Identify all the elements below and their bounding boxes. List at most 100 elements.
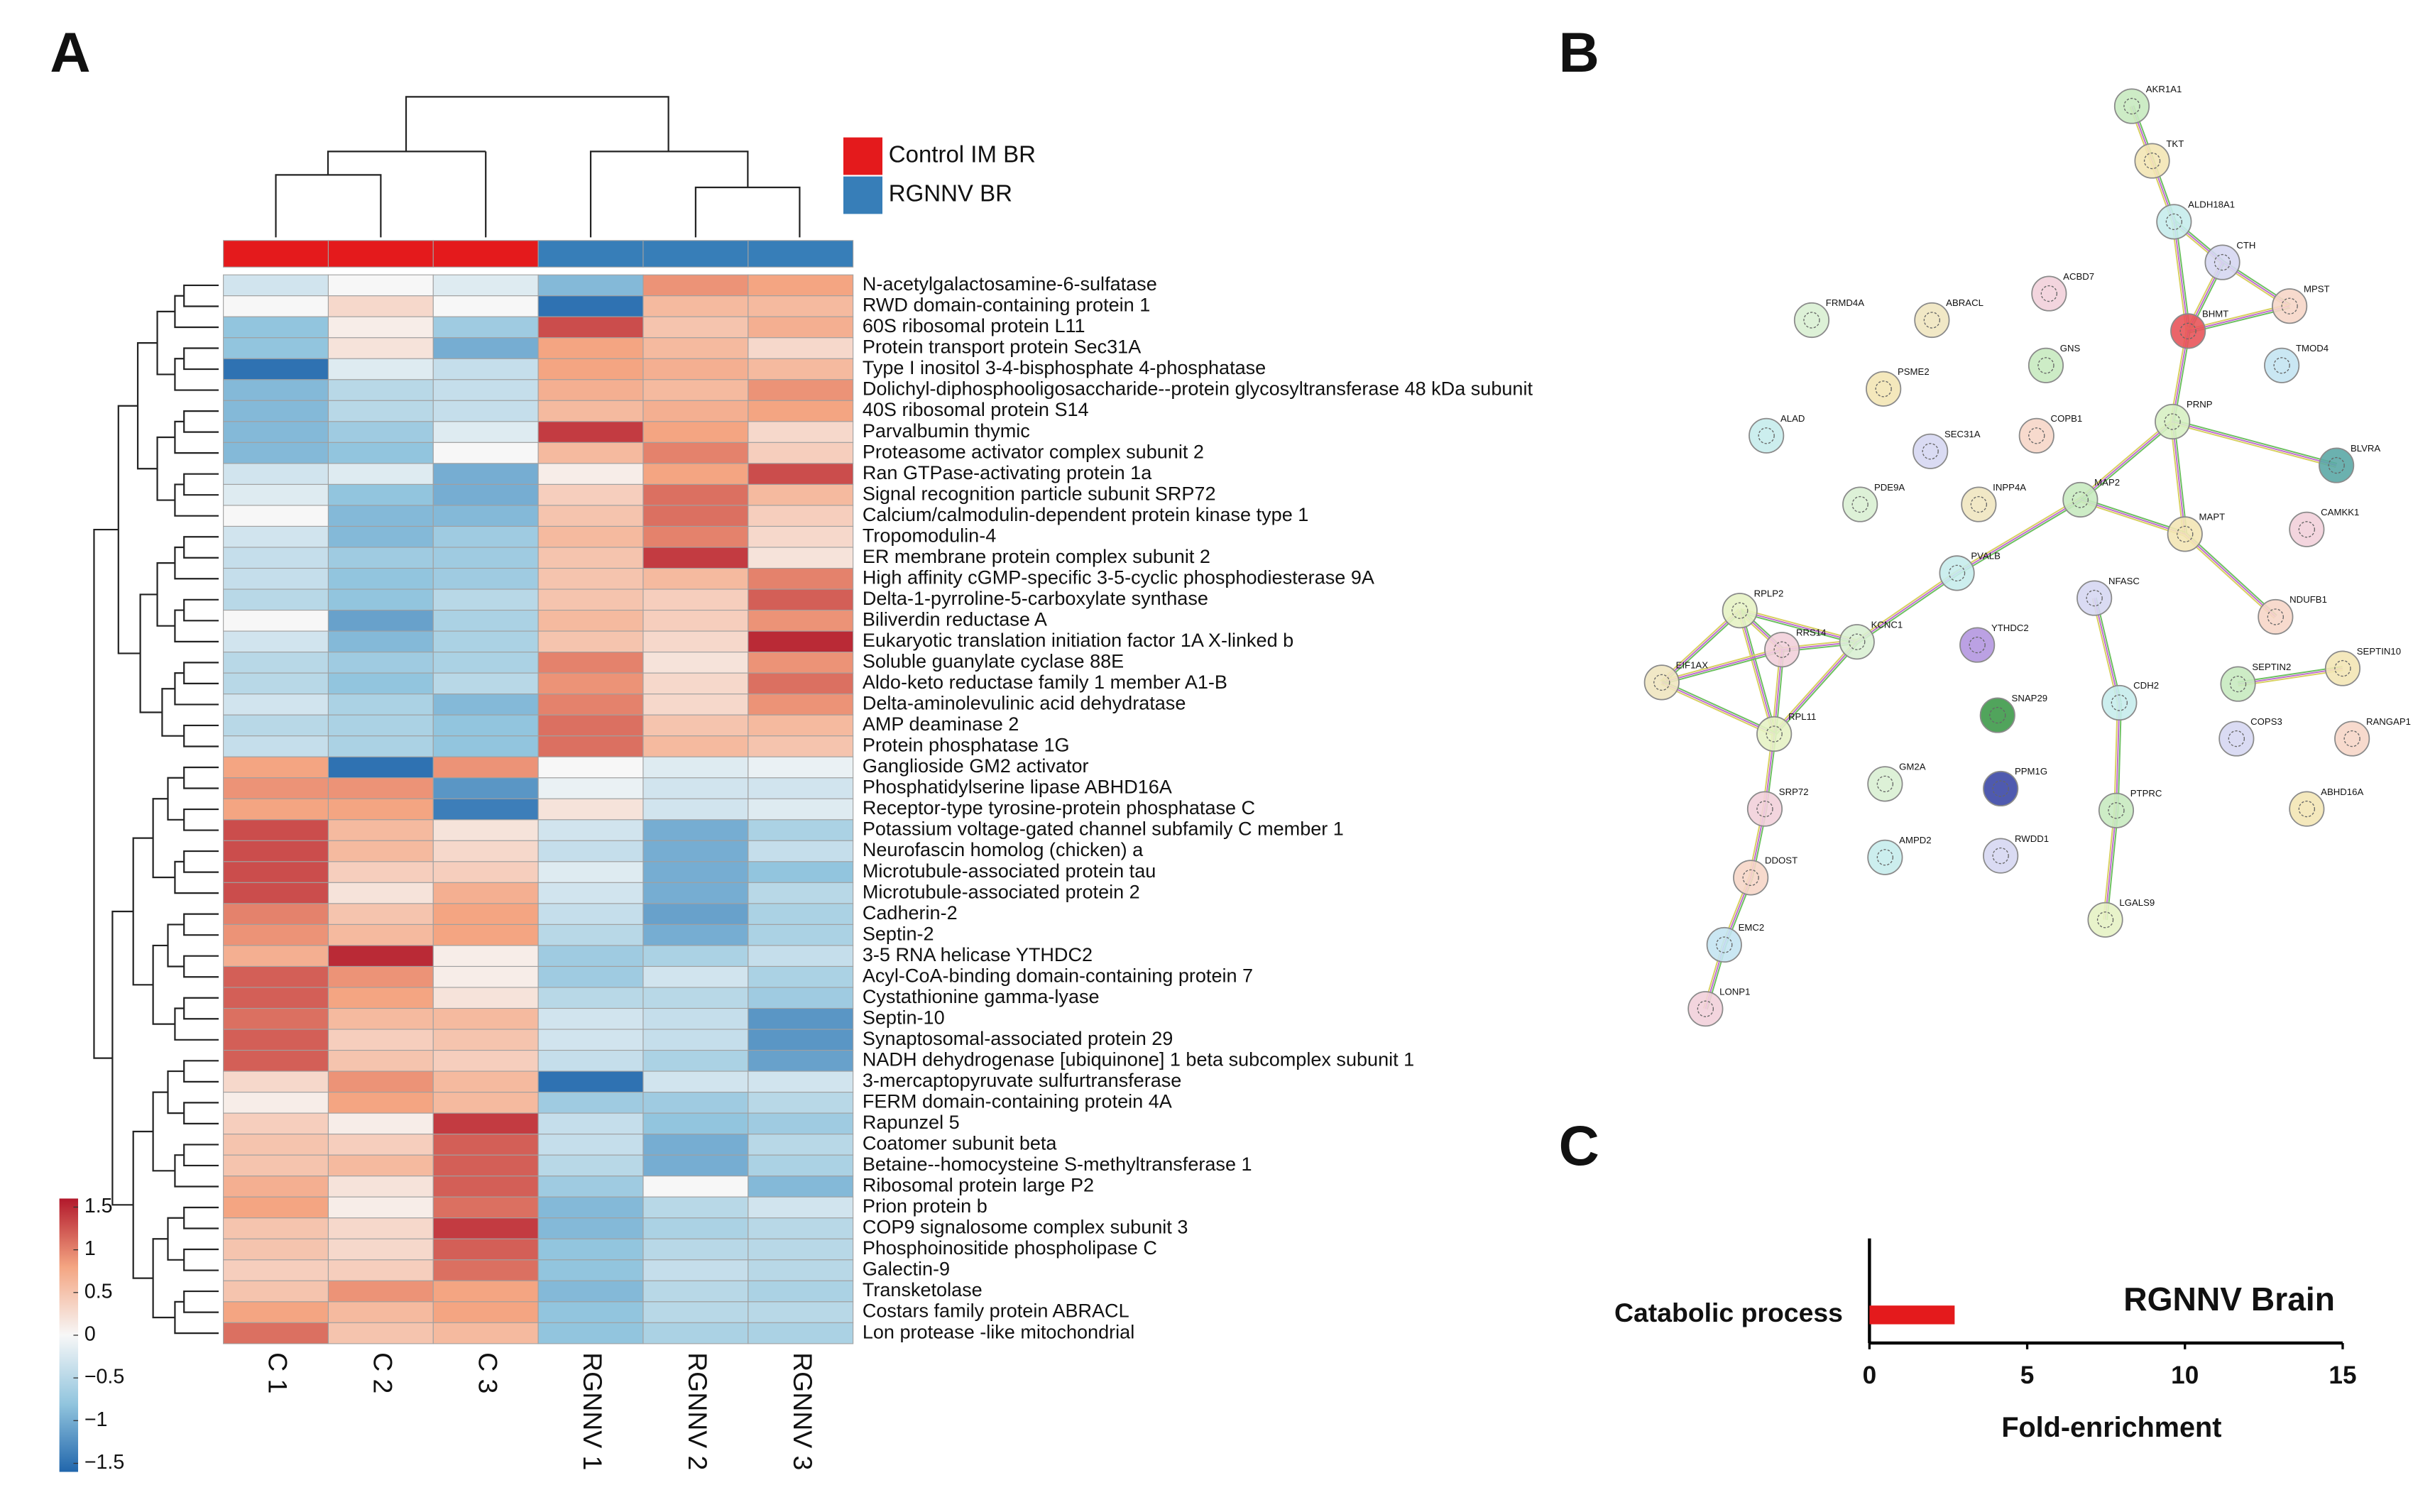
heatmap-cell xyxy=(537,945,644,968)
dendrogram-branch xyxy=(174,420,219,454)
heatmap-cell xyxy=(432,1238,539,1261)
heatmap-cell xyxy=(537,483,644,506)
heatmap-cell xyxy=(748,819,854,841)
heatmap-cell xyxy=(327,798,434,821)
heatmap-cell xyxy=(642,861,749,883)
network-edge xyxy=(2079,500,2185,537)
column-label: RGNNV 1 xyxy=(578,1352,608,1470)
heatmap-cell xyxy=(537,1112,644,1135)
panel-label: B xyxy=(1559,21,1599,84)
bar xyxy=(1869,1305,1955,1325)
heatmap-cell xyxy=(642,1112,749,1135)
column-label: RGNNV 2 xyxy=(683,1352,713,1470)
heatmap-cell xyxy=(223,840,329,862)
heatmap-cell xyxy=(223,1196,329,1219)
node-label: EIF1AX xyxy=(1676,660,1709,671)
node-label: GNS xyxy=(2060,343,2081,354)
heatmap-cell xyxy=(327,379,434,401)
heatmap-cell xyxy=(537,588,644,611)
heatmap-cell xyxy=(223,316,329,339)
node-structure xyxy=(2072,491,2089,508)
network-edge xyxy=(2172,422,2336,469)
network-edge xyxy=(2081,422,2174,502)
row-label: Receptor-type tyrosine-protein phosphata… xyxy=(863,797,1255,818)
row-label: Rapunzel 5 xyxy=(863,1112,960,1133)
heatmap-cell xyxy=(327,421,434,443)
heatmap-cell xyxy=(327,630,434,653)
dendrogram-branch xyxy=(183,410,219,433)
network-edge xyxy=(1957,500,2082,576)
heatmap-cell xyxy=(642,945,749,968)
heatmap-cell xyxy=(327,1259,434,1281)
node-structure xyxy=(1716,936,1733,953)
heatmap-cell xyxy=(432,798,539,821)
network-node xyxy=(2076,580,2113,616)
heatmap-cell xyxy=(432,652,539,674)
row-label: Biliverdin reductase A xyxy=(863,608,1047,630)
network-edge xyxy=(1772,640,1856,733)
node-label: MPST xyxy=(2304,283,2330,294)
heatmap-cell xyxy=(223,1280,329,1303)
row-label: Parvalbumin thymic xyxy=(863,420,1030,442)
heatmap-cell xyxy=(537,987,644,1009)
heatmap-cell xyxy=(432,1280,539,1303)
heatmap-cell xyxy=(432,1322,539,1344)
dendrogram-branch xyxy=(183,724,219,747)
heatmap-cell xyxy=(327,1238,434,1261)
heatmap-cell xyxy=(327,965,434,988)
heatmap-cell xyxy=(223,295,329,317)
heatmap-cell xyxy=(327,1050,434,1072)
heatmap-cell xyxy=(537,965,644,988)
node-structure xyxy=(2228,730,2245,747)
dendrogram-branch xyxy=(174,483,219,517)
annotation: RGNNV Brain xyxy=(2123,1281,2335,1317)
node-label: RANGAP1 xyxy=(2366,716,2411,727)
network-edge xyxy=(1773,641,1858,735)
node-structure xyxy=(1992,847,2009,865)
heatmap-cell xyxy=(432,1007,539,1030)
node-structure xyxy=(1970,495,1988,513)
network-node xyxy=(1867,766,1903,802)
network-node xyxy=(2155,403,2191,440)
dendrogram-branch xyxy=(93,528,119,1059)
network-node xyxy=(1749,417,1785,454)
heatmap-cell xyxy=(642,567,749,590)
heatmap-cell xyxy=(537,1176,644,1198)
node-label: YTHDC2 xyxy=(1991,623,2029,633)
x-tick-label: 5 xyxy=(2020,1362,2035,1389)
row-label: Ribosomal protein large P2 xyxy=(863,1175,1094,1196)
network-edge xyxy=(1740,608,1858,641)
heatmap-cell xyxy=(748,337,854,359)
heatmap-cell xyxy=(642,694,749,716)
network-edge xyxy=(2080,497,2186,533)
heatmap-cell xyxy=(537,316,644,339)
dendrogram-branch xyxy=(183,473,219,496)
heatmap-cell xyxy=(748,1217,854,1239)
network-edge xyxy=(2185,532,2277,616)
heatmap-cell xyxy=(642,1029,749,1051)
row-label: Ganglioside GM2 activator xyxy=(863,755,1089,777)
heatmap-cell xyxy=(223,714,329,737)
heatmap-cell xyxy=(223,987,329,1009)
network-node xyxy=(2258,598,2294,635)
group-annotation xyxy=(642,240,749,268)
row-label: Cadherin-2 xyxy=(863,902,958,924)
network-node xyxy=(1939,555,1975,591)
heatmap-cell xyxy=(537,672,644,695)
network-edge xyxy=(2104,810,2117,920)
network-edge xyxy=(1660,647,1782,681)
row-label: Phosphoinositide phospholipase C xyxy=(863,1237,1157,1259)
row-label: Septin-10 xyxy=(863,1007,945,1028)
row-label: Phosphatidylserine lipase ABHD16A xyxy=(863,777,1172,798)
heatmap-cell xyxy=(223,610,329,632)
heatmap-cell xyxy=(223,1238,329,1261)
heatmap-cell xyxy=(223,1007,329,1030)
network-node xyxy=(1913,433,1949,469)
heatmap-cell xyxy=(223,1217,329,1239)
node-label: SEC31A xyxy=(1944,429,1981,439)
heatmap-cell xyxy=(223,819,329,841)
network-edge xyxy=(1739,610,1775,735)
heatmap-cell xyxy=(432,567,539,590)
legend-label: Control IM BR xyxy=(889,141,1036,168)
network-edge xyxy=(2183,535,2275,619)
